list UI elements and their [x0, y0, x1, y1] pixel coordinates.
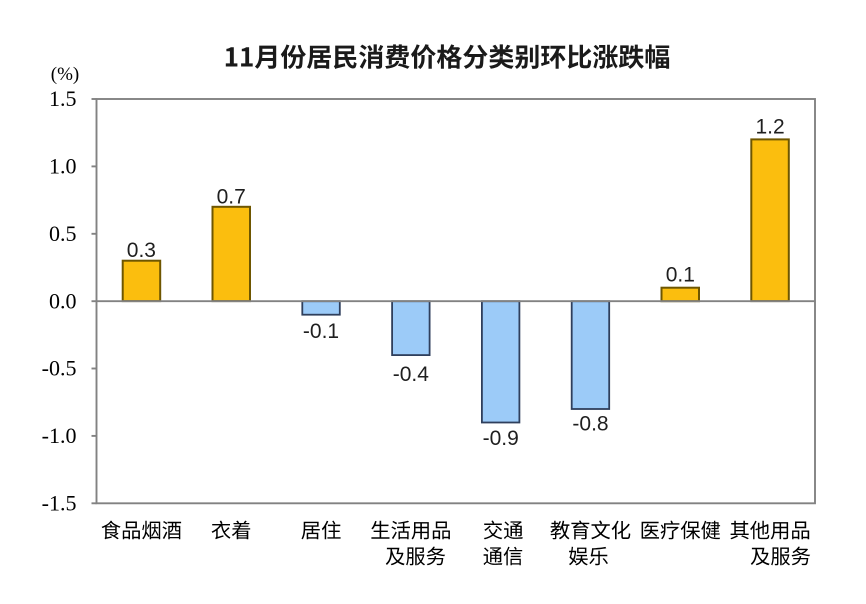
svg-text:0.0: 0.0 [49, 288, 77, 313]
svg-text:0.3: 0.3 [127, 239, 156, 262]
svg-text:-0.4: -0.4 [393, 363, 430, 386]
svg-text:1.0: 1.0 [49, 154, 77, 179]
svg-text:1.2: 1.2 [755, 116, 784, 139]
svg-text:-0.5: -0.5 [42, 356, 77, 381]
svg-text:-1.0: -1.0 [42, 423, 77, 448]
svg-text:-0.9: -0.9 [483, 427, 519, 450]
svg-text:(%): (%) [51, 64, 79, 85]
svg-text:0.7: 0.7 [217, 186, 246, 209]
svg-text:1.5: 1.5 [49, 86, 77, 111]
svg-text:-0.1: -0.1 [303, 320, 339, 343]
svg-text:-0.8: -0.8 [572, 413, 608, 436]
svg-text:0.1: 0.1 [666, 264, 695, 287]
svg-text:0.5: 0.5 [49, 221, 77, 246]
svg-text:-1.5: -1.5 [42, 491, 77, 516]
